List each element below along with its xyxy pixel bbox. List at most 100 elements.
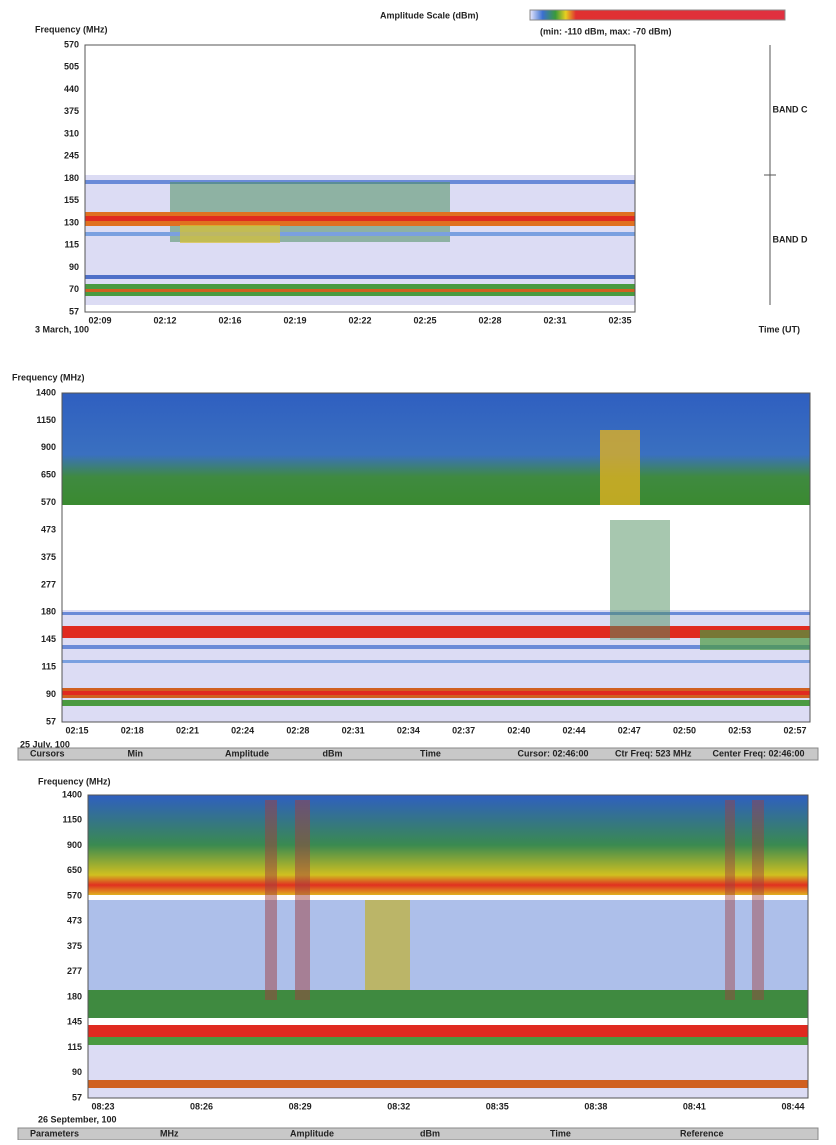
spectrogram-band [752,800,764,1000]
spectrogram-band [295,800,310,1000]
y-label: 650 [41,470,56,480]
x-label: 02:09 [88,315,111,325]
y-label: 90 [72,1067,82,1077]
spectrogram-band [62,660,810,663]
y-label: 115 [41,662,56,672]
y-label: 1400 [62,789,82,799]
spectrogram-band [62,612,810,615]
status-item: Parameters [30,1128,79,1138]
y-title: Frequency (MHz) [38,776,111,786]
status-item: Min [128,748,144,758]
x-label: 02:57 [783,725,806,735]
y-label: 473 [67,916,82,926]
spectrogram-band [85,232,635,236]
y-label: 570 [67,890,82,900]
y-label: 375 [64,106,79,116]
y-label: 145 [41,634,56,644]
y-label: 900 [67,840,82,850]
y-label: 570 [64,39,79,49]
status-item: dBm [323,748,343,758]
spectrogram-band [88,1037,808,1045]
x-label: 02:19 [283,315,306,325]
status-item: Reference [680,1128,724,1138]
y-label: 277 [41,579,56,589]
x-label: 02:24 [231,725,254,735]
spectrogram-top [62,393,810,505]
x-label: 02:34 [397,725,420,735]
spectrogram-band [62,691,810,695]
spectrogram-band [725,800,735,1000]
y-label: 145 [67,1017,82,1027]
y-label: 440 [64,84,79,94]
y-label: 375 [67,941,82,951]
y-label: 1150 [36,415,56,425]
x-label: 08:32 [387,1101,410,1111]
spectrogram-band [180,225,280,243]
y-label: 180 [67,991,82,1001]
x-label: 02:31 [342,725,365,735]
x-label: 02:35 [608,315,631,325]
x-label: 02:40 [507,725,530,735]
x-label: 08:41 [683,1101,706,1111]
y-label: 505 [64,62,79,72]
x-label: 02:22 [348,315,371,325]
x-label: 02:18 [121,725,144,735]
y-label: 245 [64,151,79,161]
x-label: 02:44 [563,725,586,735]
status-item: Amplitude [225,748,269,758]
x-label: 08:29 [289,1101,312,1111]
y-label: 180 [41,607,56,617]
y-label: 375 [41,552,56,562]
y-label: 570 [41,497,56,507]
status-item: Time [420,748,441,758]
x-label: 08:38 [584,1101,607,1111]
x-label: 02:37 [452,725,475,735]
date-label: 3 March, 100 [35,324,89,334]
x-label: 02:16 [218,315,241,325]
y-label: 277 [67,966,82,976]
status-item: Center Freq: 02:46:00 [713,748,805,758]
x-label: 02:15 [65,725,88,735]
spectrogram-band [265,800,277,1000]
y-label: 115 [64,240,79,250]
spectrogram-band [600,430,640,505]
y-label: 473 [41,524,56,534]
y-label: 155 [64,195,79,205]
amplitude-colorbar [529,9,786,21]
status-item: Ctr Freq: 523 MHz [615,748,692,758]
y-label: 650 [67,865,82,875]
spectrogram-band [62,700,810,706]
y-title: Frequency (MHz) [35,24,108,34]
y-label: 90 [69,262,79,272]
spectrogram-band [365,900,410,990]
y-label: 130 [64,217,79,227]
y-label: 70 [69,284,79,294]
band-label: BAND D [773,234,808,244]
x-label: 02:28 [478,315,501,325]
x-label: 08:23 [91,1101,114,1111]
spectrogram-band [85,289,635,292]
plot-frame [84,44,636,313]
x-label: 02:53 [728,725,751,735]
x-label: 02:47 [618,725,641,735]
x-title: Time (UT) [759,324,800,334]
y-label: 115 [67,1042,82,1052]
status-item: Time [550,1128,571,1138]
x-label: 02:25 [413,315,436,325]
status-item: MHz [160,1128,179,1138]
spectrogram-band [88,1025,808,1037]
spectrogram-band [88,1045,808,1098]
x-label: 08:44 [781,1101,804,1111]
spectrogram-band [700,630,810,650]
status-item: dBm [420,1128,440,1138]
spectrogram-band [88,1080,808,1088]
amplitude-range: (min: -110 dBm, max: -70 dBm) [540,26,672,36]
status-item: Amplitude [290,1128,334,1138]
spectrogram-band [62,645,810,649]
spectrogram-band [85,275,635,279]
x-label: 08:26 [190,1101,213,1111]
x-label: 02:28 [286,725,309,735]
spectrogram-band [88,900,808,1000]
